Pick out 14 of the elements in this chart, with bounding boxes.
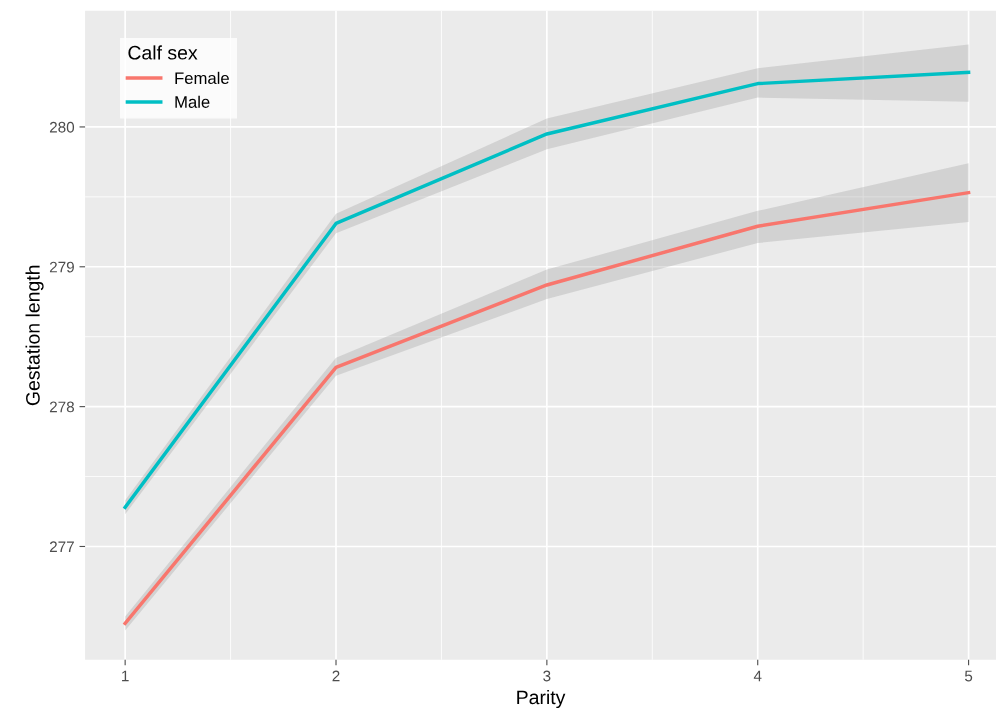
x-tick-label: 1 (122, 670, 129, 682)
legend-label: Male (175, 95, 210, 108)
x-tick-label: 5 (964, 670, 973, 682)
legend-label: Female (175, 71, 229, 85)
y-tick-label: 278 (49, 401, 75, 413)
x-tick-label: 2 (332, 670, 340, 682)
y-tick-label: 279 (49, 261, 74, 273)
x-tick-label: 3 (543, 670, 551, 682)
y-tick-label: 280 (49, 121, 75, 133)
x-axis-title: Parity (517, 689, 566, 709)
legend-title: Calf sex (128, 45, 198, 60)
x-tick-label: 4 (753, 670, 762, 682)
y-tick-label: 277 (49, 541, 74, 553)
y-axis-title: Gestation length (25, 265, 44, 406)
